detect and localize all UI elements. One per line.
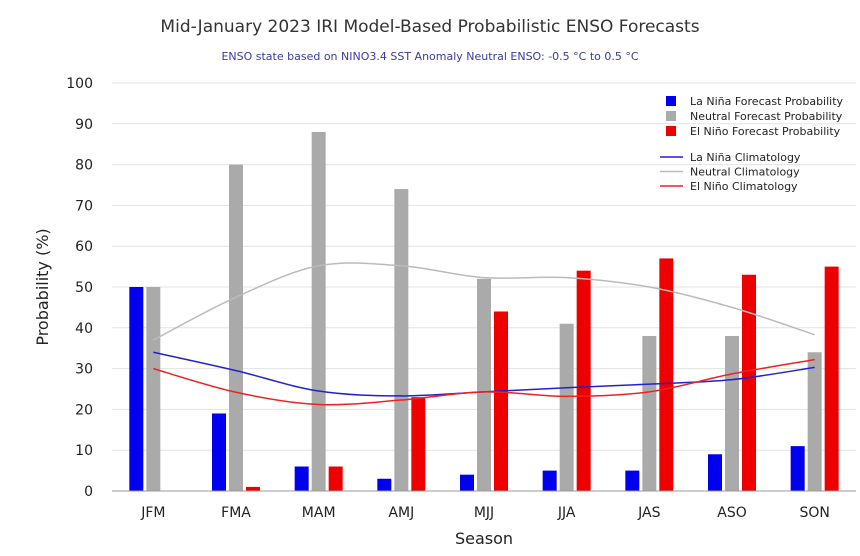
bar-neutral-son [807, 352, 822, 491]
y-tick-label-0: 0 [84, 484, 93, 500]
bar-la-nina-mam [294, 466, 309, 491]
bar-el-nino-mam [328, 466, 343, 491]
bar-el-nino-jja [576, 270, 591, 491]
x-tick-label-fma: FMA [221, 505, 251, 521]
x-tick-label-aso: ASO [717, 505, 746, 521]
y-tick-label-10: 10 [75, 443, 93, 459]
bar-neutral-jja [559, 323, 574, 491]
legend-label-la-nina-climatology: La Niña Climatology [690, 151, 801, 164]
y-tick-label-80: 80 [75, 158, 93, 174]
bar-neutral-fma [229, 164, 243, 491]
x-tick-label-son: SON [799, 505, 829, 521]
legend-label-la-nina-forecast: La Niña Forecast Probability [690, 95, 844, 108]
bar-la-nina-jfm [129, 287, 144, 491]
legend-swatch-neutral-forecast [666, 111, 676, 121]
bar-neutral-mjj [477, 278, 491, 491]
y-tick-label-100: 100 [66, 76, 93, 92]
y-tick-label-20: 20 [75, 402, 93, 418]
bar-el-nino-jas [659, 258, 674, 491]
bar-el-nino-aso [742, 274, 756, 491]
x-tick-label-jja: JJA [557, 505, 576, 521]
bar-neutral-jas [642, 335, 657, 491]
bar-la-nina-fma [212, 413, 226, 491]
bar-la-nina-mjj [460, 474, 474, 491]
bar-el-nino-amj [411, 397, 426, 491]
y-tick-label-30: 30 [75, 362, 93, 378]
bar-neutral-jfm [146, 287, 161, 491]
bar-neutral-mam [311, 131, 326, 491]
legend-label-el-nino-climatology: El Niño Climatology [690, 180, 798, 193]
legend-label-neutral-forecast: Neutral Forecast Probability [690, 110, 843, 123]
climatology-line-neutral [152, 262, 815, 341]
bars [129, 131, 839, 491]
bar-el-nino-fma [246, 486, 260, 491]
x-axis-ticks: JFM FMA MAM AMJ MJJ JJA JAS ASO SON [140, 505, 830, 521]
legend: La Niña Forecast Probability Neutral Fore… [660, 95, 844, 193]
x-tick-label-amj: AMJ [388, 505, 414, 521]
bar-la-nina-jja [542, 470, 557, 491]
climatology-line-el-nino [153, 358, 815, 406]
bar-neutral-amj [394, 189, 409, 491]
y-tick-label-60: 60 [75, 239, 93, 255]
bar-la-nina-aso [708, 454, 722, 491]
legend-swatch-la-nina-forecast [666, 96, 676, 106]
bar-la-nina-jas [625, 470, 640, 491]
bar-el-nino-mjj [494, 311, 508, 491]
x-tick-label-jas: JAS [637, 505, 660, 521]
y-tick-label-70: 70 [75, 198, 93, 214]
y-tick-label-40: 40 [75, 321, 93, 337]
legend-label-neutral-climatology: Neutral Climatology [690, 166, 800, 179]
chart-title: Mid-January 2023 IRI Model-Based Probabi… [160, 17, 699, 37]
x-axis-title: Season [455, 529, 513, 548]
y-axis-ticks: 0 10 20 30 40 50 60 70 80 90 100 [66, 76, 93, 500]
chart-subtitle: ENSO state based on NINO3.4 SST Anomaly … [221, 50, 638, 63]
x-tick-label-mam: MAM [302, 505, 336, 521]
y-tick-label-90: 90 [75, 117, 93, 133]
bar-neutral-aso [725, 335, 739, 491]
legend-swatch-el-nino-forecast [666, 126, 676, 136]
bar-la-nina-son [790, 446, 805, 491]
bar-el-nino-son [824, 266, 839, 491]
y-axis-title: Probability (%) [33, 228, 52, 345]
climatology-lines [152, 262, 815, 406]
x-tick-label-mjj: MJJ [474, 505, 494, 521]
y-tick-label-50: 50 [75, 280, 93, 296]
legend-label-el-nino-forecast: El Niño Forecast Probability [690, 125, 841, 138]
x-tick-label-jfm: JFM [140, 505, 165, 521]
bar-la-nina-amj [377, 478, 392, 491]
